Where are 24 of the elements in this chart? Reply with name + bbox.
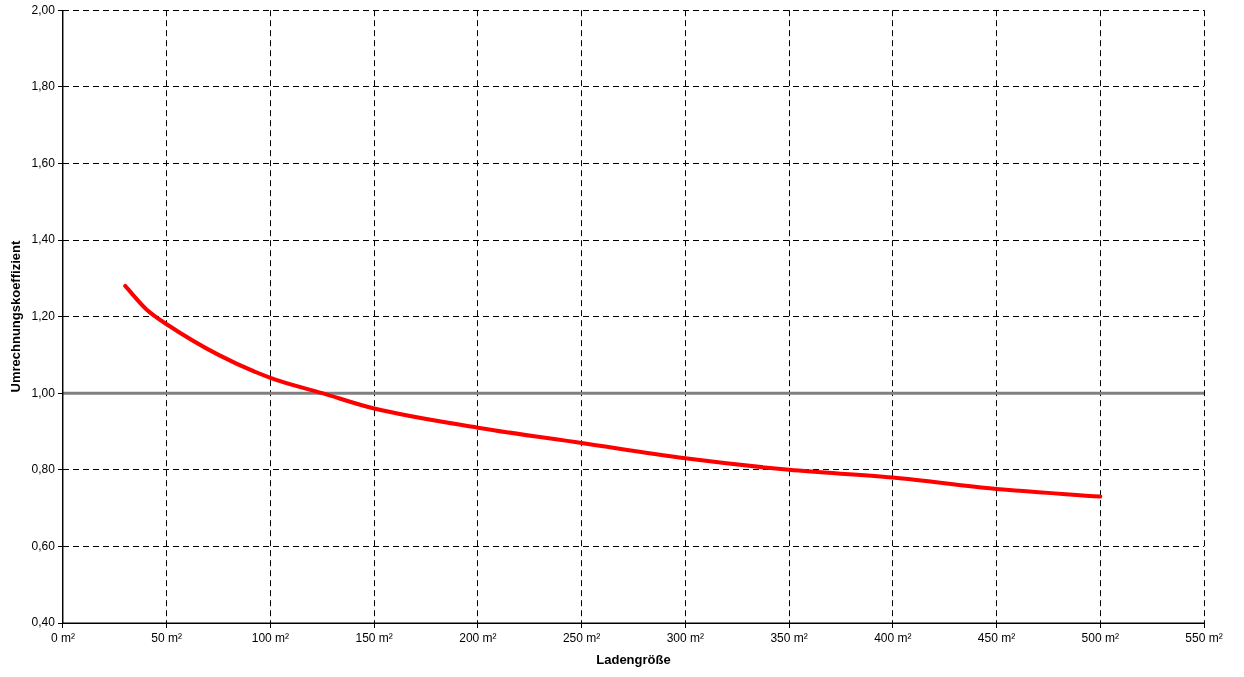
y-tick-label: 2,00 [31, 2, 56, 17]
x-tick-label: 250 m² [562, 630, 601, 645]
y-tick-label: 1,80 [31, 79, 56, 94]
y-axis-title: Umrechnungskoeffizient [8, 240, 24, 393]
y-tick-label: 1,00 [31, 385, 56, 400]
x-tick-label: 100 m² [251, 630, 290, 645]
x-tick-label: 550 m² [1185, 630, 1223, 645]
y-tick-label: 1,40 [31, 232, 56, 247]
x-axis-title: Ladengröße [596, 651, 671, 667]
x-tick-label: 500 m² [1081, 630, 1119, 645]
x-tick-label: 0 m² [50, 630, 75, 645]
x-tick-label: 50 m² [151, 630, 183, 645]
x-tick-label: 350 m² [770, 630, 808, 645]
x-tick-label: 150 m² [355, 630, 393, 645]
y-tick-label: 1,60 [31, 155, 56, 170]
x-tick-label: 300 m² [666, 630, 705, 645]
y-tick-label: 0,80 [31, 462, 56, 477]
y-tick-label: 1,20 [31, 308, 56, 323]
line-series [123, 283, 1103, 499]
y-tick-label: 0,40 [31, 615, 56, 630]
x-tick-label: 200 m² [459, 630, 497, 645]
x-tick-label: 400 m² [874, 630, 912, 645]
y-tick-label: 0,60 [31, 538, 56, 553]
x-tick-label: 450 m² [977, 630, 1016, 645]
